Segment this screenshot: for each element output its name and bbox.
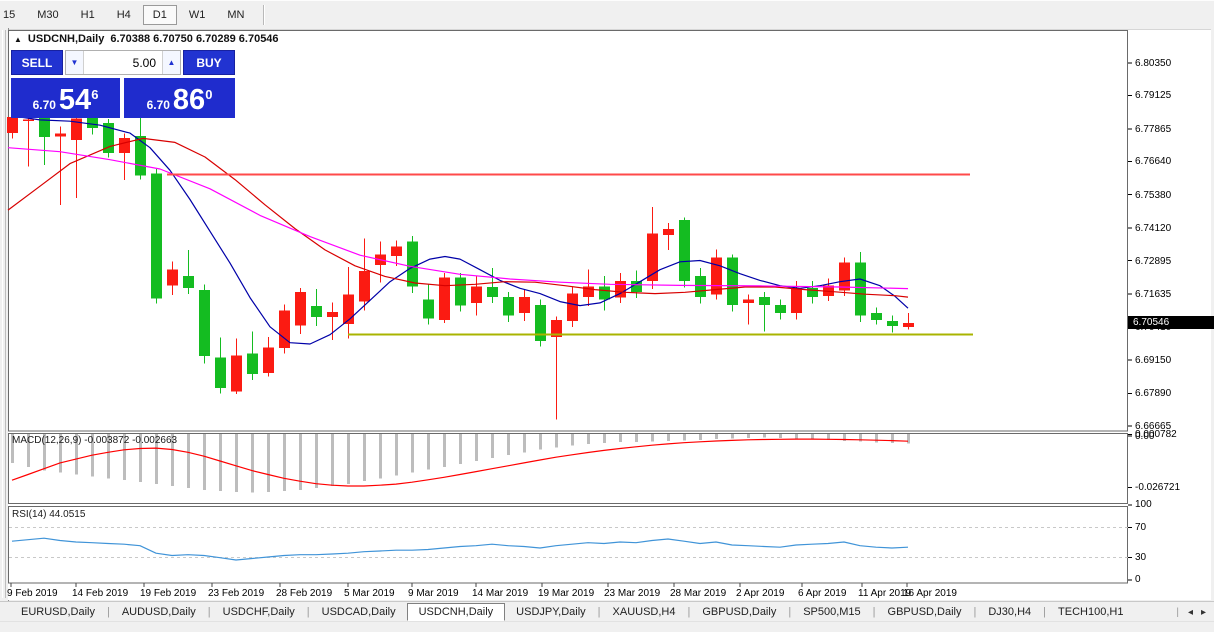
sell-price-sup: 6 bbox=[91, 87, 99, 102]
price-axis-label: 6.77865 bbox=[1135, 123, 1172, 135]
time-axis-label: 28 Mar 2019 bbox=[670, 588, 727, 599]
rsi-axis-label: 100 bbox=[1135, 499, 1152, 511]
time-axis-label: 11 Apr 2019 bbox=[858, 588, 912, 599]
tab-separator: | bbox=[207, 606, 211, 618]
macd-axis-label: 0.00 bbox=[1135, 431, 1155, 442]
price-axis-label: 6.72895 bbox=[1135, 255, 1172, 267]
chart-tab-usdchf-daily[interactable]: USDCHF,Daily bbox=[222, 606, 295, 618]
time-axis-label: 16 Apr 2019 bbox=[903, 588, 957, 599]
buy-price-main: 6.70 bbox=[146, 98, 170, 112]
time-axis-label: 2 Apr 2019 bbox=[736, 588, 785, 599]
chart-tab-sp500-m15[interactable]: SP500,M15 bbox=[803, 606, 861, 618]
time-axis-label: 28 Feb 2019 bbox=[276, 588, 333, 599]
volume-increase-icon[interactable]: ▲ bbox=[162, 51, 180, 74]
volume-decrease-icon[interactable]: ▼ bbox=[66, 51, 84, 74]
rsi-value: 44.0515 bbox=[49, 509, 86, 520]
status-strip bbox=[0, 621, 1214, 632]
current-price-tag: 6.70546 bbox=[1128, 316, 1214, 330]
price-axis-label: 6.66665 bbox=[1135, 420, 1172, 432]
price-axis-label: 6.74120 bbox=[1135, 223, 1172, 235]
toolbar-grip bbox=[2, 30, 6, 598]
tab-separator: | bbox=[1043, 606, 1047, 618]
timeframe-button-W1[interactable]: W1 bbox=[188, 9, 206, 21]
timeframe-button-D1[interactable]: D1 bbox=[142, 5, 177, 25]
timeframe-toolbar: 15 M30 H1 H4 D1 W1 MN bbox=[0, 0, 1214, 30]
rsi-axis-label: 70 bbox=[1135, 521, 1147, 533]
volume-control: ▼ ▲ bbox=[65, 50, 181, 75]
rsi-label: RSI(14) 44.0515 bbox=[12, 509, 86, 520]
tab-separator: | bbox=[106, 606, 110, 618]
time-axis-label: 19 Mar 2019 bbox=[538, 588, 595, 599]
symbol-timeframe-label: USDCNH,Daily bbox=[27, 33, 105, 45]
tab-separator: | bbox=[597, 606, 601, 618]
price-axis-label: 6.80350 bbox=[1135, 57, 1172, 69]
time-axis-label: 9 Mar 2019 bbox=[408, 588, 459, 599]
chart-tab-audusd-daily[interactable]: AUDUSD,Daily bbox=[121, 606, 196, 618]
time-axis-label: 23 Mar 2019 bbox=[604, 588, 661, 599]
buy-price-quote[interactable]: 6.70 86 0 bbox=[124, 78, 235, 118]
chart-tab-tech100-h1[interactable]: TECH100,H1 bbox=[1058, 606, 1124, 618]
macd-label: MACD(12,26,9) -0.003872 -0.002663 bbox=[12, 435, 178, 446]
sell-price-big: 54 bbox=[58, 84, 92, 116]
macd-axis-label: 0.000782 bbox=[1135, 429, 1177, 441]
timeframe-button-M30[interactable]: M30 bbox=[37, 9, 59, 21]
tabs-scroll-left-icon[interactable]: ◂ bbox=[1187, 606, 1193, 618]
price-axis-label: 6.67890 bbox=[1135, 388, 1172, 400]
macd-axis-label: -0.026721 bbox=[1135, 482, 1181, 494]
tabs-scroll-right-icon[interactable]: ▸ bbox=[1200, 606, 1206, 618]
time-axis-label: 9 Feb 2019 bbox=[7, 588, 58, 599]
chart-tab-usdcad-daily[interactable]: USDCAD,Daily bbox=[321, 606, 396, 618]
chart-title: ▲ USDCNH,Daily 6.70388 6.70750 6.70289 6… bbox=[14, 33, 279, 45]
price-axis-label: 6.69150 bbox=[1135, 354, 1172, 366]
buy-button[interactable]: BUY bbox=[183, 50, 235, 75]
time-axis-label: 23 Feb 2019 bbox=[208, 588, 265, 599]
price-axis-label: 6.75380 bbox=[1135, 189, 1172, 201]
tab-separator: | bbox=[973, 606, 977, 618]
rsi-axis-label: 30 bbox=[1135, 551, 1147, 563]
timeframe-button-MN[interactable]: MN bbox=[227, 9, 245, 21]
tab-separator: | bbox=[687, 606, 691, 618]
chart-tab-dj30-h4[interactable]: DJ30,H4 bbox=[988, 606, 1032, 618]
volume-input[interactable] bbox=[84, 51, 162, 74]
rsi-axis-label: 0 bbox=[1135, 574, 1141, 586]
sell-button[interactable]: SELL bbox=[11, 50, 63, 75]
sell-price-main: 6.70 bbox=[32, 98, 56, 112]
tab-separator: | bbox=[306, 606, 310, 618]
price-axis-label: 6.71635 bbox=[1135, 289, 1172, 301]
time-axis-label: 14 Mar 2019 bbox=[472, 588, 529, 599]
price-axis-label: 6.76640 bbox=[1135, 156, 1172, 168]
chart-tab-usdcnh-daily[interactable]: USDCNH,Daily bbox=[406, 603, 506, 621]
toolbar-separator bbox=[263, 5, 266, 25]
sell-price-quote[interactable]: 6.70 54 6 bbox=[11, 78, 120, 118]
chart-tab-gbpusd-daily[interactable]: GBPUSD,Daily bbox=[702, 606, 777, 618]
chart-tab-bar: EURUSD,Daily | AUDUSD,Daily | USDCHF,Daily | U… bbox=[0, 601, 1214, 622]
timeframe-button-H1[interactable]: H1 bbox=[80, 9, 95, 21]
price-axis-label: 6.79125 bbox=[1135, 90, 1172, 102]
buy-price-sup: 0 bbox=[205, 87, 213, 102]
chart-tab-gbpusd-daily[interactable]: GBPUSD,Daily bbox=[887, 606, 962, 618]
chart-tab-eurusd-daily[interactable]: EURUSD,Daily bbox=[21, 606, 95, 618]
timeframe-button-15[interactable]: 15 bbox=[3, 9, 16, 21]
time-axis-label: 6 Apr 2019 bbox=[798, 588, 847, 599]
tab-separator: | bbox=[788, 606, 792, 618]
time-axis-label: 14 Feb 2019 bbox=[72, 588, 129, 599]
ohlc-values: 6.70388 6.70750 6.70289 6.70546 bbox=[110, 33, 279, 45]
macd-value-signal: -0.002663 bbox=[132, 435, 178, 446]
tab-separator: | bbox=[872, 606, 876, 618]
time-axis-label: 5 Mar 2019 bbox=[344, 588, 395, 599]
time-axis-label: 19 Feb 2019 bbox=[140, 588, 197, 599]
chart-tab-usdjpy-daily[interactable]: USDJPY,Daily bbox=[516, 606, 586, 618]
buy-price-big: 86 bbox=[172, 84, 206, 116]
collapse-panel-icon[interactable]: ▲ bbox=[14, 34, 22, 44]
one-click-trade-panel: SELL ▼ ▲ BUY 6.70 54 6 6.70 86 0 bbox=[11, 50, 235, 118]
macd-value-main: -0.003872 bbox=[84, 435, 130, 446]
chart-tab-xauusd-h4[interactable]: XAUUSD,H4 bbox=[612, 606, 676, 618]
timeframe-button-H4[interactable]: H4 bbox=[116, 9, 131, 21]
